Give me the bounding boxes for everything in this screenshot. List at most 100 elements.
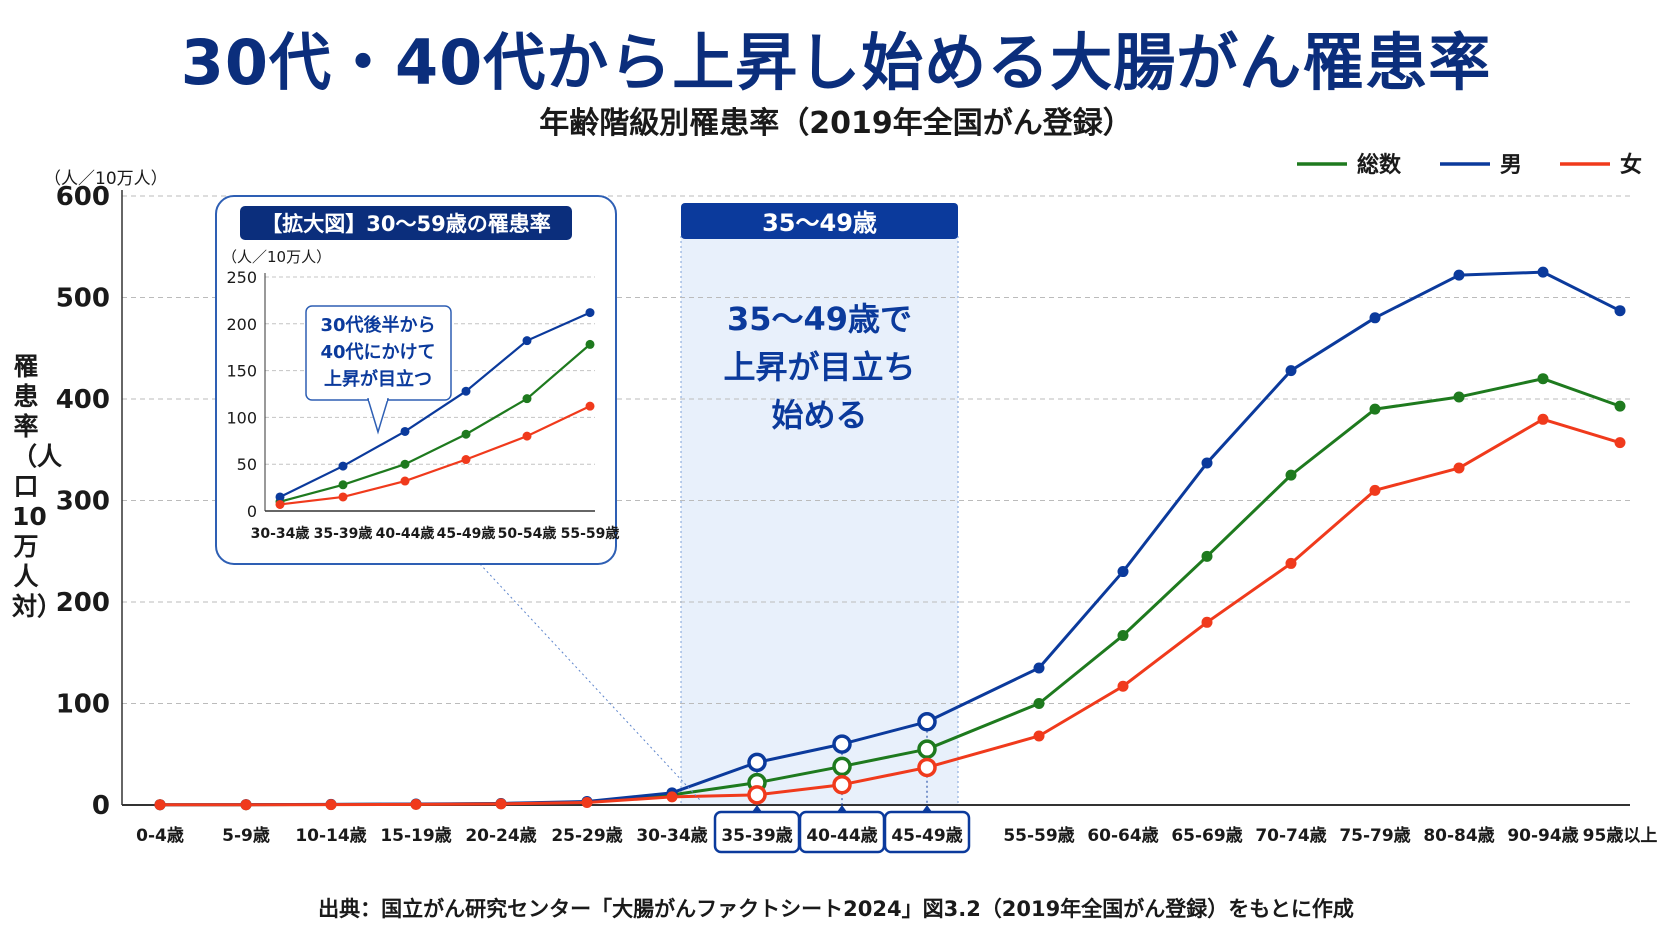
data-point-総数 [917, 739, 937, 759]
data-point-男 [1201, 457, 1213, 469]
x-tick-label: 15-19歳 [380, 825, 451, 846]
y-tick-label: 0 [92, 791, 110, 821]
inset-y-tick-label: 150 [226, 362, 257, 381]
inset-series-line-女 [279, 405, 591, 506]
x-tick-label: 60-64歳 [1087, 825, 1158, 846]
y-tick-label: 300 [56, 487, 110, 517]
data-point-総数 [1369, 403, 1381, 415]
highlight-band [681, 236, 958, 805]
x-tick-label: 35-39歳 [721, 825, 792, 846]
inset-data-point-女 [338, 492, 348, 502]
inset-x-tick-label: 40-44歳 [376, 525, 435, 542]
source-note: 出典：国立がん研究センター「大腸がんファクトシート2024」図3.2（2019年… [318, 897, 1354, 921]
data-point-女 [240, 799, 252, 811]
x-tick-label: 55-59歳 [1003, 825, 1074, 846]
chart-title: 30代・40代から上昇し始める大腸がん罹患率 [180, 26, 1492, 99]
data-point-女 [1453, 462, 1465, 474]
legend-label-女: 女 [1620, 152, 1642, 178]
data-point-女 [917, 757, 937, 778]
inset-data-point-総数 [461, 429, 471, 439]
inset-callout-line: 30代後半から [320, 314, 435, 336]
data-point-男 [1537, 266, 1549, 278]
inset-x-tick-label: 50-54歳 [498, 525, 557, 542]
inset-series-line-総数 [279, 343, 591, 503]
x-tick-label: 75-79歳 [1339, 825, 1410, 846]
data-point-男 [747, 752, 767, 773]
inset-x-tick-label: 55-59歳 [561, 525, 620, 542]
data-point-女 [1369, 484, 1381, 496]
x-tick-label: 20-24歳 [465, 825, 536, 846]
y-tick-label: 400 [56, 385, 110, 415]
data-point-女 [495, 798, 507, 810]
x-tick-label: 5-9歳 [222, 825, 270, 846]
inset-data-point-男 [338, 461, 348, 471]
data-point-女 [1285, 557, 1297, 569]
data-point-男 [1614, 305, 1626, 317]
inset-y-tick-label: 0 [247, 502, 257, 521]
inset-y-tick-label: 50 [237, 455, 257, 474]
data-point-総数 [1033, 698, 1045, 709]
data-point-女 [1117, 680, 1129, 692]
y-tick-label: 200 [56, 588, 110, 618]
x-tick-label: 0-4歳 [136, 825, 184, 846]
inset-data-point-男 [400, 426, 410, 436]
chart-subtitle: 年齢階級別罹患率（2019年全国がん登録） [539, 106, 1133, 141]
data-point-総数 [1285, 469, 1297, 481]
inset-data-point-総数 [522, 394, 532, 404]
inset-data-point-女 [585, 401, 595, 411]
inset-x-tick-label: 30-34歳 [251, 525, 310, 542]
inset-title-bg [240, 206, 572, 240]
x-tick-label: 80-84歳 [1423, 825, 1494, 846]
data-point-女 [1614, 437, 1626, 449]
data-point-男 [917, 712, 937, 732]
data-point-女 [832, 774, 852, 795]
inset-y-tick-label: 100 [226, 408, 257, 427]
data-point-女 [410, 798, 422, 810]
inset-data-point-男 [275, 492, 285, 502]
inset-data-point-女 [522, 431, 532, 441]
highlight-header [681, 203, 958, 239]
data-point-総数 [832, 756, 852, 777]
data-point-女 [1201, 616, 1213, 628]
inset-data-point-女 [275, 499, 285, 509]
inset-callout-line: 上昇が目立つ [324, 368, 432, 390]
inset-data-point-女 [461, 455, 471, 465]
x-tick-label: 95歳以上 [1583, 825, 1658, 846]
x-tick-label: 30-34歳 [636, 825, 707, 846]
data-point-総数 [1453, 391, 1465, 403]
inset-connector-line [479, 563, 701, 801]
data-point-女 [1537, 413, 1549, 425]
data-point-総数 [1614, 400, 1626, 412]
highlight-text-line: 上昇が目立ち [723, 348, 915, 386]
y-tick-label: 500 [56, 284, 110, 314]
x-tick-label: 10-14歳 [295, 825, 366, 846]
inset-y-tick-label: 250 [226, 268, 257, 287]
data-point-女 [325, 799, 337, 811]
inset-data-point-男 [522, 336, 532, 346]
data-point-男 [1369, 312, 1381, 324]
data-point-女 [581, 796, 593, 808]
inset-x-tick-label: 45-49歳 [437, 525, 496, 542]
data-point-女 [666, 791, 678, 803]
inset-data-point-男 [461, 386, 471, 396]
data-point-男 [1453, 269, 1465, 281]
inset-callout-line: 40代にかけて [320, 342, 435, 363]
series-line-女 [160, 417, 1621, 807]
y-tick-label: 600 [56, 182, 110, 212]
data-point-女 [154, 799, 166, 811]
inset-unit-label: （人／10万人） [222, 248, 331, 266]
data-point-総数 [1537, 373, 1549, 385]
data-point-男 [1033, 662, 1045, 674]
highlight-text-line: 35〜49歳で [727, 300, 912, 338]
data-point-男 [832, 734, 852, 754]
data-point-女 [747, 785, 767, 805]
data-point-女 [1033, 730, 1045, 742]
x-tick-label: 90-94歳 [1507, 825, 1578, 846]
y-tick-label: 100 [56, 690, 110, 720]
legend-label-総数: 総数 [1357, 152, 1402, 178]
inset-data-point-女 [400, 476, 410, 486]
data-point-総数 [1117, 629, 1129, 641]
x-tick-label: 45-49歳 [891, 825, 962, 846]
inset-title: 【拡大図】30〜59歳の罹患率 [261, 212, 550, 236]
